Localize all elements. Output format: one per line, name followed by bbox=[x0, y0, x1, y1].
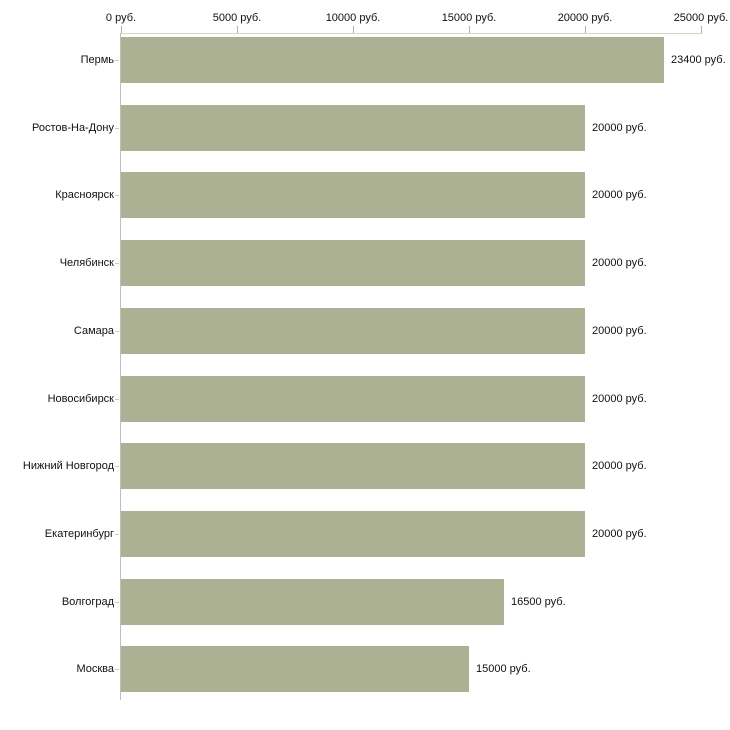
y-tick-mark bbox=[115, 195, 119, 196]
bar-9 bbox=[121, 579, 504, 625]
y-tick-mark bbox=[115, 263, 119, 264]
value-label: 20000 руб. bbox=[592, 528, 647, 540]
y-tick-mark bbox=[115, 602, 119, 603]
x-tick-label: 25000 руб. bbox=[673, 12, 729, 24]
x-tick-label: 15000 руб. bbox=[441, 12, 497, 24]
value-label: 20000 руб. bbox=[592, 189, 647, 201]
y-axis-line bbox=[120, 33, 121, 700]
y-tick-mark bbox=[115, 399, 119, 400]
x-tick-mark bbox=[585, 26, 586, 33]
category-label: Красноярск bbox=[55, 189, 114, 201]
value-label: 20000 руб. bbox=[592, 122, 647, 134]
y-tick-mark bbox=[115, 669, 119, 670]
x-tick-label: 10000 руб. bbox=[325, 12, 381, 24]
category-label: Екатеринбург bbox=[44, 528, 114, 540]
category-label: Новосибирск bbox=[47, 393, 114, 405]
category-label: Нижний Новгород bbox=[22, 460, 114, 472]
y-tick-mark bbox=[115, 60, 119, 61]
bar-4 bbox=[121, 240, 585, 286]
category-label: Волгоград bbox=[61, 596, 114, 608]
x-tick-mark bbox=[469, 26, 470, 33]
category-label: Ростов-На-Дону bbox=[31, 122, 114, 134]
value-label: 15000 руб. bbox=[476, 663, 531, 675]
bar-7 bbox=[121, 443, 585, 489]
value-label: 16500 руб. bbox=[511, 596, 566, 608]
x-tick-mark bbox=[701, 26, 702, 33]
x-axis-line bbox=[121, 33, 702, 34]
bar-10 bbox=[121, 646, 469, 692]
y-tick-mark bbox=[115, 128, 119, 129]
bar-3 bbox=[121, 172, 585, 218]
bar-2 bbox=[121, 105, 585, 151]
value-label: 20000 руб. bbox=[592, 257, 647, 269]
value-label: 20000 руб. bbox=[592, 393, 647, 405]
x-tick-label: 5000 руб. bbox=[212, 12, 262, 24]
category-label: Самара bbox=[73, 325, 114, 337]
bar-6 bbox=[121, 376, 585, 422]
x-tick-label: 20000 руб. bbox=[557, 12, 613, 24]
bar-5 bbox=[121, 308, 585, 354]
y-tick-mark bbox=[115, 331, 119, 332]
value-label: 23400 руб. bbox=[671, 54, 726, 66]
category-label: Челябинск bbox=[59, 257, 114, 269]
bar-1 bbox=[121, 37, 664, 83]
y-tick-mark bbox=[115, 534, 119, 535]
bar-8 bbox=[121, 511, 585, 557]
category-label: Пермь bbox=[80, 54, 114, 66]
category-label: Москва bbox=[76, 663, 114, 675]
x-tick-mark bbox=[121, 26, 122, 33]
x-tick-label: 0 руб. bbox=[105, 12, 137, 24]
y-tick-mark bbox=[115, 466, 119, 467]
x-tick-mark bbox=[237, 26, 238, 33]
value-label: 20000 руб. bbox=[592, 325, 647, 337]
value-label: 20000 руб. bbox=[592, 460, 647, 472]
x-tick-mark bbox=[353, 26, 354, 33]
